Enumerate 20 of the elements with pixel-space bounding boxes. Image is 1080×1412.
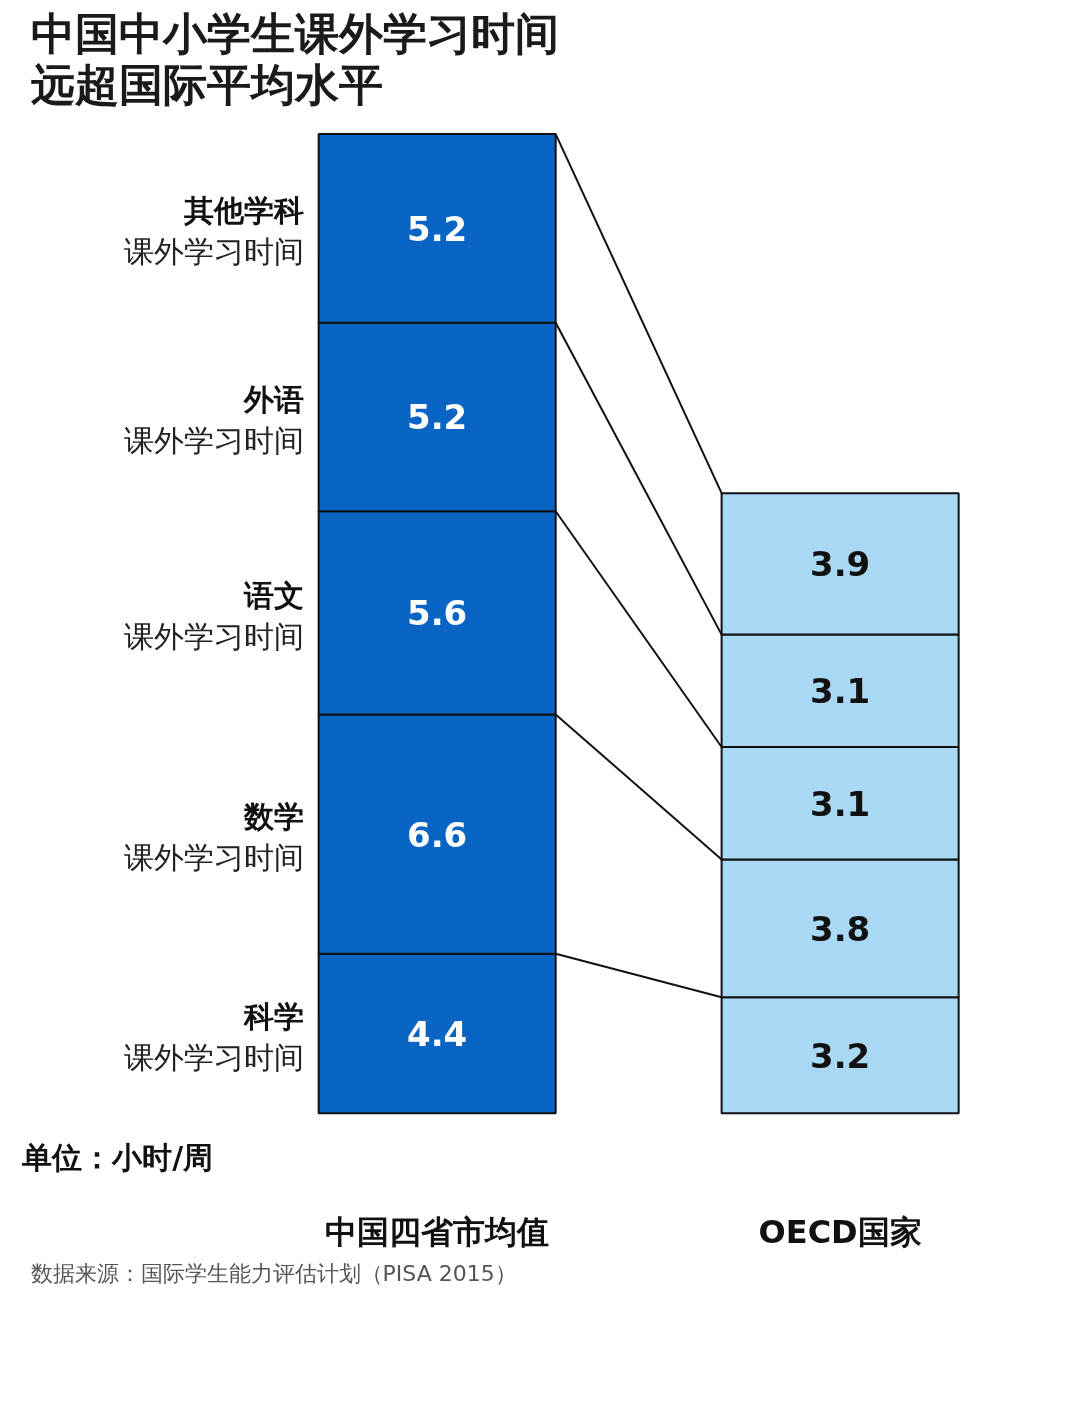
series-label: 外语课外学习时间 bbox=[124, 381, 305, 458]
data-label: 3.1 bbox=[810, 783, 871, 824]
series-label: 其他学科课外学习时间 bbox=[124, 193, 305, 270]
data-label: 3.2 bbox=[810, 1035, 871, 1076]
data-label: 5.2 bbox=[407, 397, 468, 438]
data-label: 4.4 bbox=[407, 1014, 468, 1055]
data-label: 6.6 bbox=[407, 814, 468, 855]
chart-title: 中国中小学生课外学习时间远超国际平均水平 bbox=[30, 7, 559, 110]
data-label: 3.1 bbox=[810, 671, 871, 712]
text: 单位：小时/周 bbox=[21, 1139, 214, 1175]
data-label: 5.2 bbox=[407, 208, 468, 249]
series-label: 科学课外学习时间 bbox=[124, 998, 305, 1075]
series-label: 语文课外学习时间 bbox=[124, 577, 305, 654]
x-tick-label: 中国四省市均值 bbox=[325, 1212, 550, 1251]
source-note: 数据来源：国际学生能力评估计划（PISA 2015） bbox=[30, 1260, 517, 1286]
data-label: 3.8 bbox=[810, 908, 871, 949]
data-label: 3.9 bbox=[810, 544, 871, 585]
data-label: 5.6 bbox=[407, 593, 468, 634]
series-label: 数学课外学习时间 bbox=[124, 799, 305, 876]
x-tick-label: OECD国家 bbox=[758, 1212, 922, 1251]
